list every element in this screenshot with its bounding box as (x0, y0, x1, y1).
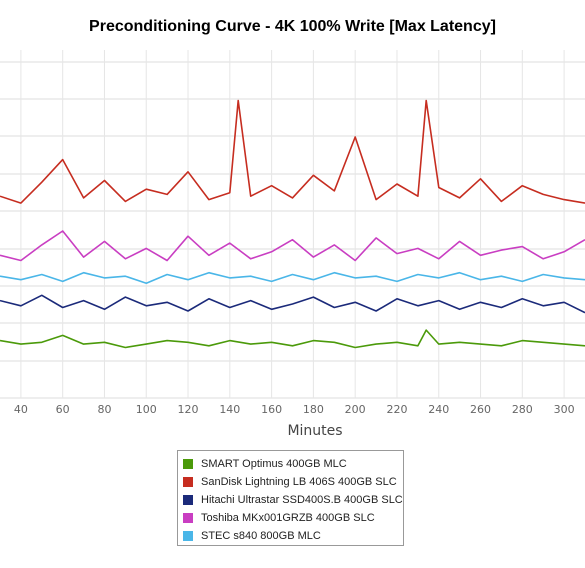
x-tick-label: 80 (97, 403, 111, 416)
legend-item: Hitachi Ultrastar SSD400S.B 400GB SLC (178, 491, 403, 509)
legend-swatch (183, 495, 193, 505)
legend-swatch (183, 513, 193, 523)
x-tick-label: 100 (136, 403, 157, 416)
legend-swatch (183, 459, 193, 469)
x-tick-label: 140 (219, 403, 240, 416)
legend-swatch (183, 477, 193, 487)
x-tick-label: 60 (56, 403, 70, 416)
x-tick-label: 300 (554, 403, 575, 416)
x-axis-label: Minutes (287, 423, 343, 439)
x-tick-label: 40 (14, 403, 28, 416)
chart-title: Preconditioning Curve - 4K 100% Write [M… (89, 18, 496, 35)
x-tick-label: 260 (470, 403, 491, 416)
series-line (0, 294, 585, 314)
x-tick-label: 200 (345, 403, 366, 416)
legend-label: SanDisk Lightning LB 406S 400GB SLC (201, 476, 397, 488)
series-line (0, 230, 585, 262)
x-tick-labels: 40 60 80 100 120 140 160 180 200 220 240 260 280 300 (14, 403, 575, 416)
x-tick-label: 280 (512, 403, 533, 416)
legend-swatch (183, 531, 193, 541)
legend-label: Hitachi Ultrastar SSD400S.B 400GB SLC (201, 494, 403, 506)
legend-label: STEC s840 800GB MLC (201, 530, 321, 542)
legend-item: STEC s840 800GB MLC (178, 527, 403, 545)
legend-item: SMART Optimus 400GB MLC (178, 455, 403, 473)
legend-label: SMART Optimus 400GB MLC (201, 458, 347, 470)
x-tick-label: 220 (386, 403, 407, 416)
series-line (0, 99, 585, 204)
legend: SMART Optimus 400GB MLC SanDisk Lightnin… (177, 450, 404, 546)
x-tick-label: 240 (428, 403, 449, 416)
series-line (0, 329, 585, 349)
legend-label: Toshiba MKx001GRZB 400GB SLC (201, 512, 375, 524)
x-tick-label: 120 (178, 403, 199, 416)
legend-item: Toshiba MKx001GRZB 400GB SLC (178, 509, 403, 527)
series-lines (0, 99, 585, 349)
x-tick-label: 160 (261, 403, 282, 416)
line-chart: 40 60 80 100 120 140 160 180 200 220 240 260 280 300 (0, 50, 585, 416)
legend-item: SanDisk Lightning LB 406S 400GB SLC (178, 473, 403, 491)
series-line (0, 271, 585, 285)
x-tick-label: 180 (303, 403, 324, 416)
